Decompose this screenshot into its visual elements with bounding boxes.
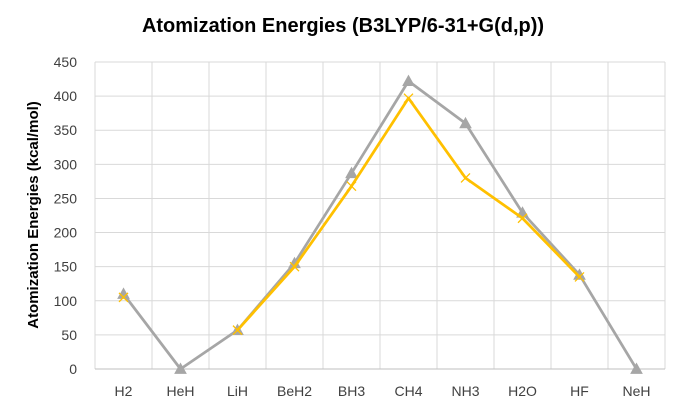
x-tick-label: NH3 [451, 383, 479, 399]
x-marker [232, 325, 243, 336]
x-tick-label: CH4 [394, 383, 422, 399]
y-tick-label: 250 [54, 190, 78, 206]
y-tick-label: 150 [54, 259, 78, 275]
x-tick-label: H2O [508, 383, 537, 399]
x-tick-label: HeH [166, 383, 194, 399]
triangle-marker [459, 116, 472, 129]
y-axis-label: Atomization Energies (kcal/mol) [25, 101, 42, 329]
y-tick-label: 50 [61, 327, 77, 343]
x-tick-label: HF [570, 383, 589, 399]
x-marker [118, 292, 129, 303]
x-tick-labels: H2 HeH LiH BeH2 BH3 CH4 NH3 H2O HF NeH [115, 383, 651, 399]
triangle-marker [630, 362, 643, 374]
series-1-line [122, 79, 638, 371]
y-tick-label: 400 [54, 88, 78, 104]
triangle-marker [402, 74, 415, 87]
y-tick-label: 350 [54, 122, 78, 138]
y-tick-label: 200 [54, 225, 78, 241]
y-tick-label: 100 [54, 293, 78, 309]
triangle-marker [174, 362, 187, 374]
x-tick-label: LiH [227, 383, 248, 399]
series-2 [118, 93, 585, 336]
x-tick-label: NeH [622, 383, 650, 399]
triangle-marker [117, 287, 130, 299]
chart-title: Atomization Energies (B3LYP/6-31+G(d,p)) [142, 15, 544, 37]
triangle-marker [345, 166, 358, 179]
x-marker [403, 93, 414, 104]
x-tick-label: H2 [115, 383, 133, 399]
series-1 [117, 74, 643, 374]
x-marker [289, 261, 300, 272]
series-layer [117, 74, 643, 374]
series-2-line [236, 96, 581, 332]
y-tick-label: 300 [54, 156, 78, 172]
gridlines [94, 61, 666, 369]
y-tick-label: 450 [54, 54, 78, 70]
y-tick-labels: 0 50 100 150 200 250 300 350 400 450 [54, 54, 78, 377]
x-marker [517, 213, 528, 224]
x-marker [346, 181, 357, 192]
x-tick-label: BeH2 [277, 383, 312, 399]
x-marker [574, 271, 585, 282]
y-tick-label: 0 [69, 361, 77, 377]
x-tick-label: BH3 [338, 383, 365, 399]
x-marker [460, 173, 471, 183]
